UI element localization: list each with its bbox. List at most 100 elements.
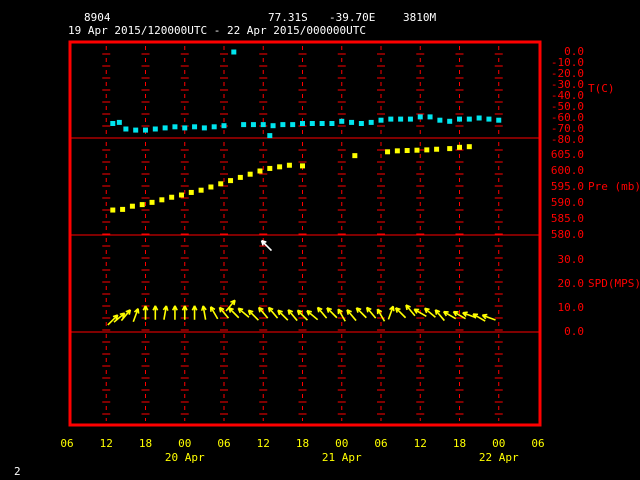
data-point <box>211 124 217 130</box>
x-tick-label: 06 <box>60 437 73 450</box>
data-point <box>414 147 420 153</box>
wind-arrow <box>225 299 236 312</box>
y-tick-label: 590.0 <box>551 196 584 209</box>
data-point <box>466 144 472 150</box>
period: 19 Apr 2015/120000UTC - 22 Apr 2015/0000… <box>68 24 366 37</box>
data-point <box>221 123 227 129</box>
data-point <box>349 119 355 125</box>
page-number: 2 <box>14 465 21 478</box>
y-tick-label: -60.0 <box>551 111 584 124</box>
wind-arrow <box>387 305 395 320</box>
data-point <box>457 144 462 150</box>
data-point <box>466 116 472 122</box>
data-point <box>152 126 158 132</box>
wind-arrow <box>355 307 367 319</box>
wind-arrow <box>434 309 445 322</box>
data-point <box>358 121 364 126</box>
x-tick-label: 00 <box>335 437 348 450</box>
data-point <box>228 178 234 184</box>
data-point <box>280 122 286 128</box>
wind-arrow <box>132 308 140 323</box>
data-point <box>231 49 237 55</box>
data-point <box>260 122 266 128</box>
y-tick-label: 30.0 <box>558 253 585 266</box>
data-point <box>394 148 400 154</box>
y-tick-label: 605.0 <box>551 148 584 161</box>
data-point <box>110 121 116 126</box>
y-tick-label: 0.0 <box>564 45 584 58</box>
data-point <box>329 121 335 126</box>
y-tick-label: -80.0 <box>551 133 584 146</box>
data-point <box>427 114 433 120</box>
data-point <box>286 162 292 168</box>
data-point <box>192 124 198 130</box>
x-tick-label: 18 <box>296 437 309 450</box>
data-point <box>237 174 243 180</box>
wind-arrow <box>442 310 457 320</box>
x-tick-label: 12 <box>257 437 270 450</box>
data-point <box>198 187 204 193</box>
data-point <box>407 116 413 122</box>
y-tick-label: -50.0 <box>551 100 584 113</box>
axis-label: Pre (mb) <box>588 180 640 193</box>
data-point <box>352 153 358 159</box>
data-point <box>143 127 148 133</box>
data-point <box>172 124 178 130</box>
data-point <box>496 117 502 123</box>
wind-arrow <box>257 306 269 319</box>
x-tick-label: 12 <box>414 437 427 450</box>
data-point <box>123 126 129 132</box>
y-tick-label: 20.0 <box>558 277 585 290</box>
wind-arrow <box>113 312 126 323</box>
data-point <box>424 147 430 153</box>
data-point <box>339 118 345 124</box>
x-tick-label: 18 <box>453 437 466 450</box>
day-label: 21 Apr <box>322 451 362 464</box>
data-point <box>290 122 296 128</box>
axis-label: T(C) <box>588 82 615 95</box>
data-point <box>388 116 394 122</box>
data-point <box>368 119 374 125</box>
latitude: 77.31S <box>268 11 308 24</box>
wind-arrow <box>346 309 357 322</box>
data-point <box>267 165 273 171</box>
longitude: -39.70E <box>329 11 375 24</box>
x-tick-label: 12 <box>100 437 113 450</box>
data-point <box>129 203 135 209</box>
y-tick-label: 595.0 <box>551 180 584 193</box>
data-point <box>133 127 139 133</box>
wind-arrow <box>260 239 273 252</box>
day-label: 22 Apr <box>479 451 519 464</box>
wind-arrow <box>306 309 319 321</box>
data-point <box>457 116 462 122</box>
day-label: 20 Apr <box>165 451 205 464</box>
x-tick-label: 06 <box>217 437 230 450</box>
data-point <box>267 133 273 139</box>
data-point <box>300 163 305 169</box>
y-tick-label: -30.0 <box>551 78 584 91</box>
data-point <box>447 118 453 124</box>
data-point <box>398 116 404 122</box>
wind-arrow <box>228 307 240 319</box>
data-point <box>178 192 184 198</box>
wind-arrow <box>181 305 188 320</box>
data-point <box>309 121 315 126</box>
wind-arrow <box>462 311 477 319</box>
data-point <box>319 121 325 126</box>
wind-arrow <box>394 307 407 319</box>
wind-arrow <box>423 307 436 318</box>
wind-arrow <box>171 305 178 320</box>
data-point <box>218 181 224 187</box>
data-point <box>476 115 482 121</box>
wind-arrow <box>376 308 386 322</box>
x-tick-label: 06 <box>374 437 387 450</box>
y-tick-label: -20.0 <box>551 67 584 80</box>
data-point <box>447 146 453 152</box>
data-point <box>250 122 256 128</box>
data-point <box>208 184 214 190</box>
data-point <box>241 122 247 128</box>
data-point <box>139 202 145 208</box>
wind-arrow <box>405 304 416 317</box>
data-point <box>110 207 116 213</box>
